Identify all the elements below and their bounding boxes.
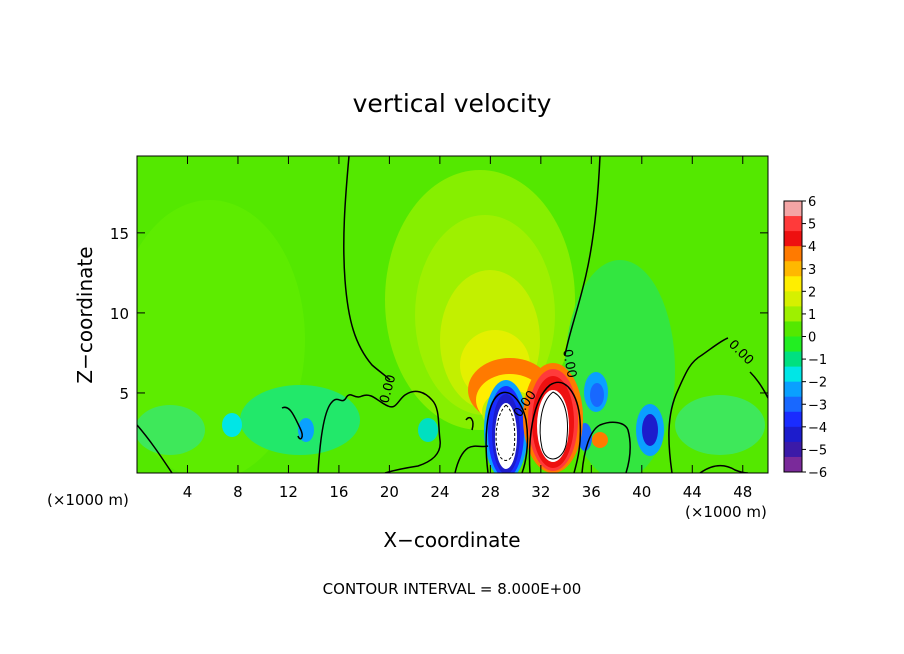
colorbar-label: 2 [808,285,816,300]
y-axis: 5 10 15 [110,225,768,403]
zero-contour [564,156,601,356]
contour-label: 0.00 [559,348,579,379]
weak-downdraft-lobe [137,405,205,455]
colorbar-label: −5 [808,443,827,458]
contour-label: 0.00 [377,373,399,405]
y-tick-label: 5 [119,385,129,403]
x-tick-label: 40 [632,483,651,501]
colorbar-label: 5 [808,218,816,233]
colorbar-swatch [784,261,802,277]
colorbar-label: −1 [808,353,827,368]
colorbar-label: −2 [808,376,827,391]
x-unit-left: (×1000 m) [47,491,129,509]
downdraft-core-max [495,403,517,469]
colorbar-swatch [784,291,802,307]
zero-contour [343,156,391,381]
colorbar-label: 1 [808,308,816,323]
zero-contour [668,337,729,473]
x-tick-label: 16 [329,483,348,501]
y-tick-label: 10 [110,305,129,323]
small-downdraft-cell [642,414,658,446]
x-unit-right: (×1000 m) [685,503,767,521]
colorbar-swatch [784,441,802,458]
colorbar-swatch [784,276,802,292]
small-updraft-cell [592,432,608,448]
weak-downdraft-lobe [240,385,360,455]
colorbar-label: −6 [808,466,827,481]
colorbar-label: 0 [808,331,816,346]
x-tick-label: 24 [430,483,449,501]
contour-interval-note: CONTOUR INTERVAL = 8.000E+00 [323,580,582,598]
colorbar-swatch [784,216,802,232]
zero-contour [485,391,529,473]
x-tick-label: 8 [233,483,243,501]
colorbar-swatch [784,456,802,473]
x-tick-label: 36 [582,483,601,501]
zero-contour [317,390,441,473]
x-tick-label: 44 [683,483,702,501]
colorbar-label: −4 [808,421,827,436]
colorbar-swatch [784,201,802,217]
colorbar-label: −3 [808,398,827,413]
x-tick-label: 48 [733,483,752,501]
colorbar-swatch [784,306,802,322]
plot-frame [136,155,769,474]
colorbar-swatch [784,231,802,247]
positive-contour [539,391,568,460]
chart-title: vertical velocity [353,89,552,118]
x-tick-label: 28 [481,483,500,501]
colorbar-swatch [784,351,802,368]
colorbar-swatch [784,321,802,337]
x-tick-label: 32 [531,483,550,501]
zero-contour [528,381,582,473]
colorbar: 6 5 4 3 2 1 0 −1 −2 −3 −4 −5 −6 [783,195,827,481]
colorbar-swatch [784,336,802,353]
small-downdraft-cell [222,413,242,437]
x-tick-label: 20 [380,483,399,501]
colorbar-label: 6 [808,195,816,210]
x-tick-label: 12 [279,483,298,501]
colorbar-swatch [784,411,802,428]
small-downdraft-cell [418,418,438,442]
x-axis-label: X−coordinate [383,528,520,552]
x-axis: 4 8 12 16 20 24 28 32 36 40 44 48 [183,156,752,501]
colorbar-label: 4 [808,240,816,255]
zero-contour [581,421,631,473]
zero-contour [454,445,489,473]
zero-contour [465,416,474,431]
zero-contour [137,424,173,473]
colorbar-swatch [784,396,802,413]
colorbar-swatch [784,381,802,398]
negative-contour [495,404,516,461]
colorbar-swatch [784,366,802,383]
colorbar-swatch [784,426,802,443]
zero-contour [749,371,768,399]
colorbar-label: 3 [808,263,816,278]
y-axis-label: Z−coordinate [73,246,97,383]
small-downdraft-cell [590,383,604,407]
updraft-core-max [537,390,569,462]
weak-downdraft-lobe [675,395,765,455]
colorbar-swatch [784,246,802,262]
zero-contour [281,406,303,440]
x-tick-label: 4 [183,483,193,501]
plot-area [137,156,768,473]
y-tick-label: 15 [110,225,129,243]
